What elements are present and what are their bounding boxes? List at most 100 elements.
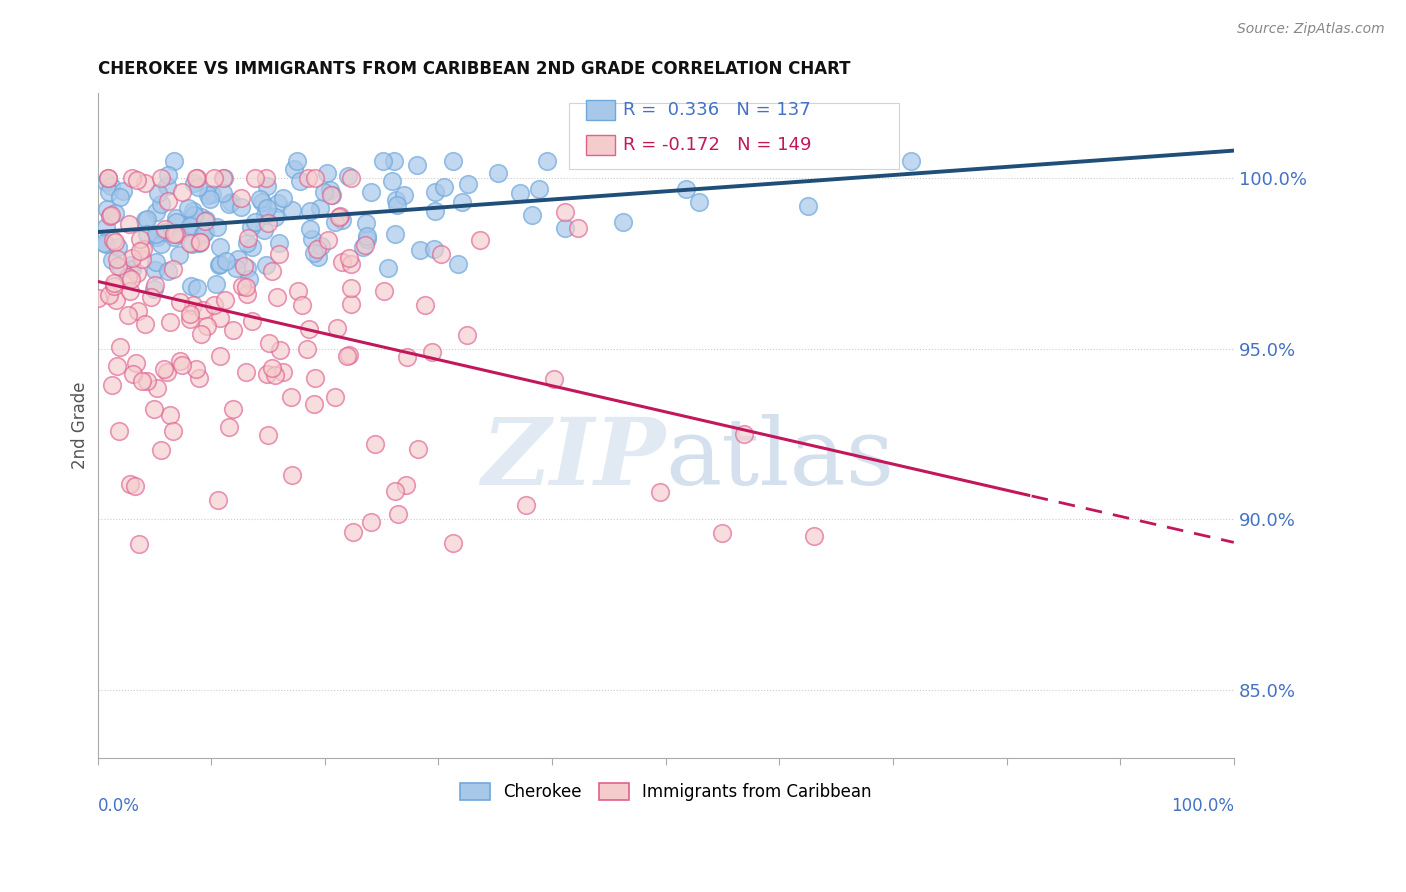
- Point: [111, 184, 134, 198]
- Point: [326, 320, 349, 334]
- Point: [249, 192, 271, 206]
- Point: [122, 368, 145, 382]
- Point: [236, 231, 259, 245]
- Point: [240, 239, 263, 253]
- Point: [222, 402, 245, 417]
- Point: [433, 180, 456, 194]
- Point: [231, 191, 253, 205]
- Point: [118, 217, 141, 231]
- Point: [201, 187, 224, 202]
- Point: [186, 281, 208, 295]
- Point: [134, 176, 156, 190]
- Point: [96, 236, 118, 251]
- Point: [120, 258, 142, 272]
- Point: [110, 341, 132, 355]
- Point: [191, 302, 214, 317]
- Point: [342, 524, 364, 539]
- Point: [229, 200, 252, 214]
- Point: [157, 168, 180, 182]
- Point: [183, 208, 205, 222]
- Point: [269, 343, 291, 357]
- Point: [288, 174, 311, 188]
- Point: [103, 276, 125, 290]
- Point: [339, 281, 361, 295]
- Point: [340, 171, 363, 186]
- Point: [256, 428, 278, 442]
- Point: [101, 252, 124, 267]
- Point: [430, 247, 453, 261]
- Point: [231, 279, 253, 293]
- Point: [675, 182, 697, 196]
- Point: [543, 372, 565, 386]
- Point: [195, 213, 218, 227]
- Point: [554, 220, 576, 235]
- Point: [256, 216, 278, 230]
- Point: [129, 244, 152, 258]
- Point: [337, 251, 360, 265]
- Point: [186, 171, 208, 186]
- Point: [208, 310, 231, 325]
- Point: [425, 185, 447, 199]
- Point: [612, 215, 634, 229]
- Point: [409, 243, 432, 257]
- Point: [515, 499, 537, 513]
- Point: [153, 225, 176, 239]
- Point: [287, 284, 309, 298]
- Point: [188, 371, 211, 385]
- Point: [183, 177, 205, 191]
- Point: [169, 353, 191, 368]
- Point: [323, 215, 346, 229]
- Point: [179, 311, 201, 326]
- Point: [509, 186, 531, 200]
- Point: [188, 235, 211, 249]
- Point: [162, 424, 184, 438]
- Point: [340, 297, 363, 311]
- Point: [330, 254, 353, 268]
- Point: [447, 257, 470, 271]
- Point: [149, 197, 172, 211]
- Point: [134, 318, 156, 332]
- Point: [105, 252, 128, 267]
- Point: [253, 208, 276, 222]
- Point: [145, 227, 167, 241]
- Point: [205, 277, 228, 292]
- Point: [153, 361, 176, 376]
- Point: [103, 233, 125, 247]
- Point: [200, 192, 222, 206]
- Point: [337, 169, 360, 183]
- Point: [309, 239, 332, 253]
- Point: [280, 390, 302, 404]
- Point: [209, 240, 232, 254]
- Point: [121, 251, 143, 265]
- Point: [162, 229, 184, 244]
- Point: [87, 291, 110, 305]
- Point: [554, 204, 576, 219]
- Point: [267, 196, 290, 211]
- Point: [120, 272, 142, 286]
- Point: [298, 322, 321, 336]
- Point: [356, 228, 378, 243]
- Point: [441, 154, 464, 169]
- Text: 0.0%: 0.0%: [97, 797, 139, 814]
- Point: [291, 297, 314, 311]
- Point: [205, 219, 228, 234]
- Point: [354, 216, 377, 230]
- Point: [256, 367, 278, 381]
- Point: [285, 154, 308, 169]
- Point: [307, 250, 329, 264]
- Point: [124, 478, 146, 492]
- FancyBboxPatch shape: [586, 100, 614, 120]
- Point: [360, 185, 382, 199]
- Point: [98, 185, 121, 199]
- Point: [318, 182, 340, 196]
- FancyBboxPatch shape: [586, 135, 614, 155]
- Point: [121, 171, 143, 186]
- Point: [159, 315, 181, 329]
- Point: [156, 194, 179, 208]
- Point: [387, 507, 409, 521]
- Point: [387, 198, 409, 212]
- Point: [395, 350, 418, 364]
- Point: [212, 170, 235, 185]
- Point: [202, 298, 225, 312]
- Point: [336, 349, 359, 363]
